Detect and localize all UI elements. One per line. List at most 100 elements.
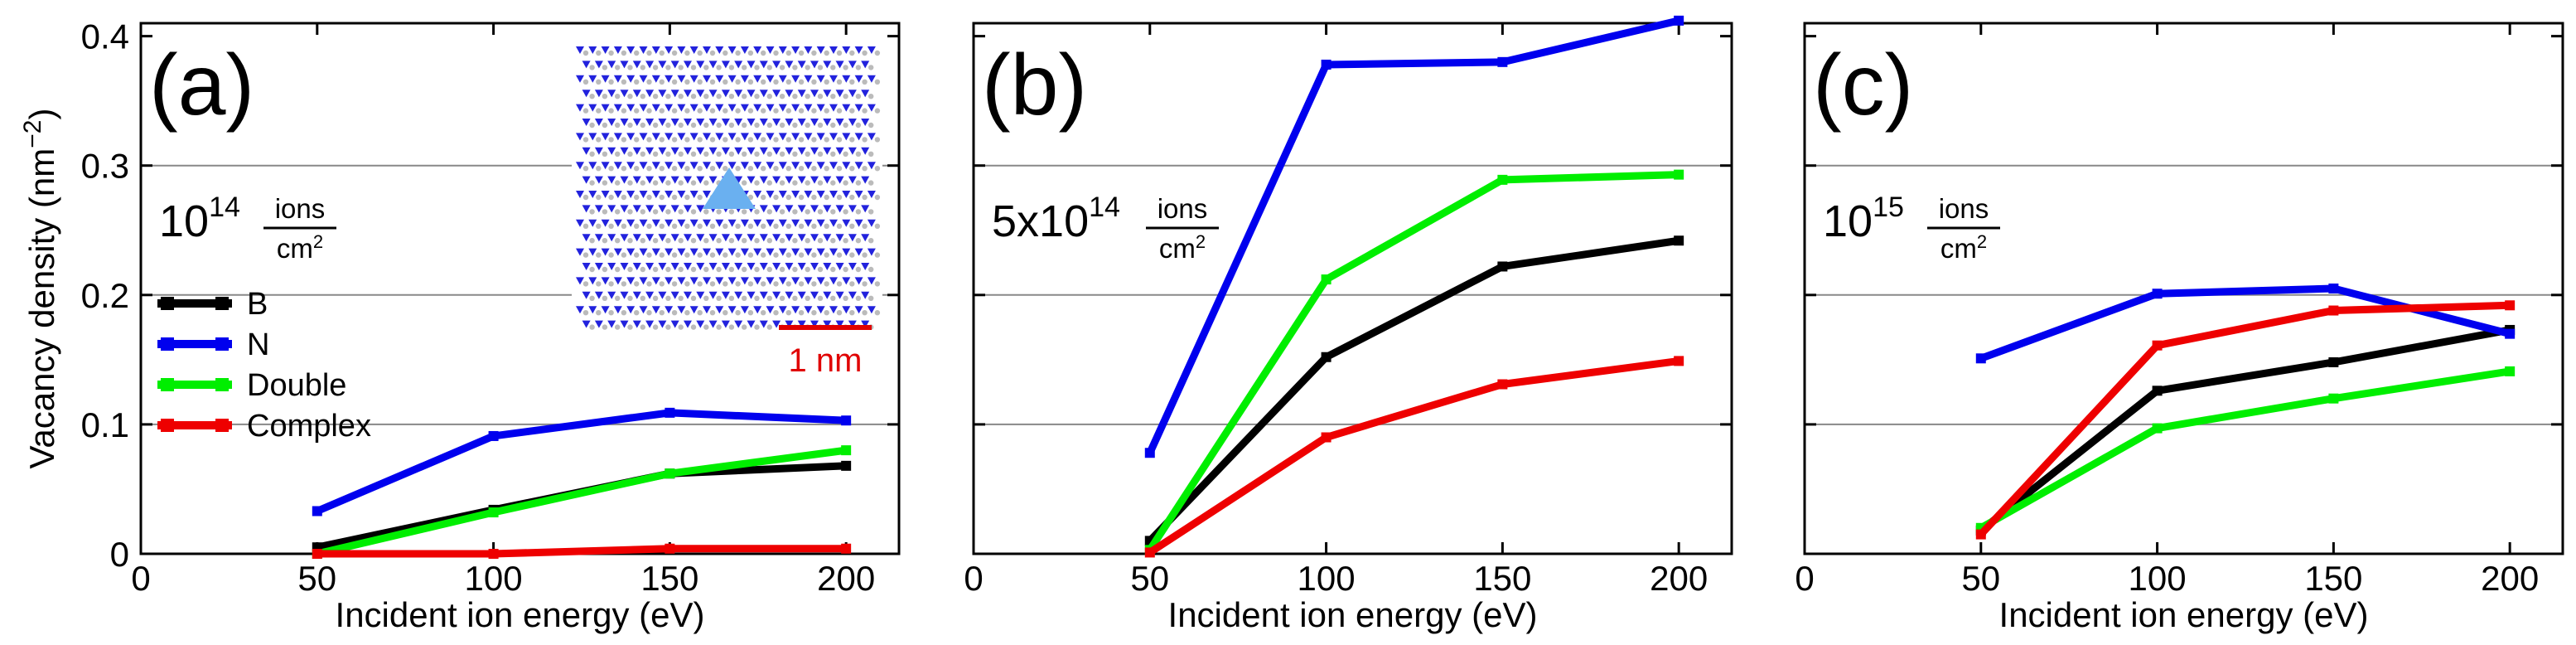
x-tick-label: 0 <box>131 559 150 598</box>
lattice-atom-n <box>772 234 781 242</box>
lattice-atom-b <box>652 151 659 157</box>
lattice-atom-n <box>835 90 844 98</box>
lattice-atom-n <box>689 46 698 54</box>
lattice-atom-n <box>734 176 743 184</box>
lattice-atom-b <box>754 238 760 244</box>
lattice-atom-n <box>645 119 655 126</box>
lattice-atom-n <box>703 191 711 198</box>
data-point-double <box>665 468 675 479</box>
lattice-atom-n <box>816 277 825 285</box>
lattice-atom-n <box>651 248 660 256</box>
lattice-atom-b <box>779 266 785 273</box>
lattice-atom-b <box>634 223 640 229</box>
lattice-atom-n <box>810 90 819 98</box>
lattice-atom-b <box>690 324 697 330</box>
lattice-atom-n <box>576 46 584 54</box>
lattice-atom-b <box>582 50 589 56</box>
lattice-atom-b <box>773 137 779 143</box>
lattice-atom-b <box>723 79 728 85</box>
scale-bar-label: 1 nm <box>789 342 863 379</box>
lattice-atom-n <box>613 219 622 227</box>
lattice-atom-n <box>645 291 655 299</box>
data-point-n <box>312 506 322 516</box>
lattice-atom-n <box>632 205 641 213</box>
lattice-atom-b <box>830 65 836 70</box>
lattice-atom-n <box>639 277 648 285</box>
lattice-atom-n <box>753 306 762 314</box>
lattice-atom-b <box>754 324 760 330</box>
lattice-atom-n <box>665 277 674 285</box>
lattice-atom-n <box>804 306 813 314</box>
lattice-atom-b <box>836 252 843 258</box>
lattice-atom-n <box>727 104 737 112</box>
data-point-double <box>2152 423 2163 434</box>
lattice-atom-b <box>805 209 810 215</box>
lattice-atom-b <box>646 223 652 229</box>
lattice-atom-b <box>811 50 817 56</box>
lattice-atom-n <box>766 219 775 227</box>
lattice-atom-n <box>601 191 610 198</box>
lattice-atom-b <box>855 209 862 215</box>
lattice-atom-n <box>829 75 838 83</box>
lattice-atom-b <box>785 310 791 316</box>
lattice-atom-n <box>703 306 711 314</box>
lattice-atom-b <box>773 252 779 258</box>
lattice-atom-n <box>804 133 813 141</box>
lattice-atom-b <box>824 252 829 258</box>
lattice-atom-b <box>602 238 608 244</box>
lattice-atom-b <box>671 252 678 258</box>
lattice-atom-b <box>836 79 843 85</box>
lattice-atom-n <box>848 119 857 126</box>
lattice-atom-b <box>874 50 881 56</box>
lattice-atom-b <box>709 137 716 143</box>
lattice-atom-n <box>607 234 616 242</box>
lattice-atom-n <box>594 234 603 242</box>
lattice-atom-n <box>797 119 806 126</box>
data-point-complex <box>1144 547 1155 558</box>
chart-panel-b: 0 50 100 150 200 Incident ion energy (eV) (b) 5… <box>964 15 1733 634</box>
lattice-atom-b <box>849 252 855 258</box>
lattice-atom-n <box>848 90 857 98</box>
lattice-atom-b <box>589 266 595 273</box>
legend-entry-complex: Complex <box>247 409 371 444</box>
lattice-atom-n <box>670 176 679 184</box>
lattice-atom-n <box>588 191 597 198</box>
data-point-complex <box>2152 340 2163 351</box>
legend-marker <box>215 297 229 310</box>
data-point-b <box>1674 235 1684 246</box>
lattice-atom-b <box>868 151 874 157</box>
dose-exponent: 15 <box>1873 192 1904 223</box>
lattice-atom-b <box>646 310 652 316</box>
data-point-complex <box>488 549 499 559</box>
lattice-atom-n <box>594 205 603 213</box>
lattice-atom-b <box>634 166 640 172</box>
lattice-atom-n <box>626 277 636 285</box>
lattice-atom-n <box>766 277 775 285</box>
lattice-atom-n <box>645 234 655 242</box>
lattice-atom-n <box>632 291 641 299</box>
lattice-atom-b <box>766 295 772 301</box>
panel-label: (b) <box>982 37 1087 133</box>
lattice-atom-n <box>823 61 832 69</box>
lattice-atom-n <box>639 46 648 54</box>
lattice-atom-n <box>613 75 622 83</box>
lattice-atom-n <box>778 306 787 314</box>
lattice-atom-b <box>824 223 829 229</box>
lattice-atom-b <box>836 281 843 287</box>
lattice-atom-b <box>766 180 772 186</box>
lattice-atom-b <box>843 151 848 157</box>
lattice-atom-n <box>677 162 686 170</box>
lattice-atom-n <box>816 133 825 141</box>
lattice-atom-b <box>785 108 791 114</box>
lattice-atom-n <box>658 90 667 98</box>
lattice-atom-n <box>823 263 832 270</box>
lattice-atom-n <box>620 176 629 184</box>
lattice-atom-b <box>735 137 741 143</box>
lattice-atom-b <box>843 238 848 244</box>
lattice-atom-b <box>773 108 779 114</box>
data-point-complex <box>2505 300 2516 311</box>
lattice-atom-b <box>747 281 754 287</box>
lattice-atom-n <box>696 119 705 126</box>
lattice-atom-n <box>804 104 813 112</box>
lattice-atom-n <box>747 291 756 299</box>
